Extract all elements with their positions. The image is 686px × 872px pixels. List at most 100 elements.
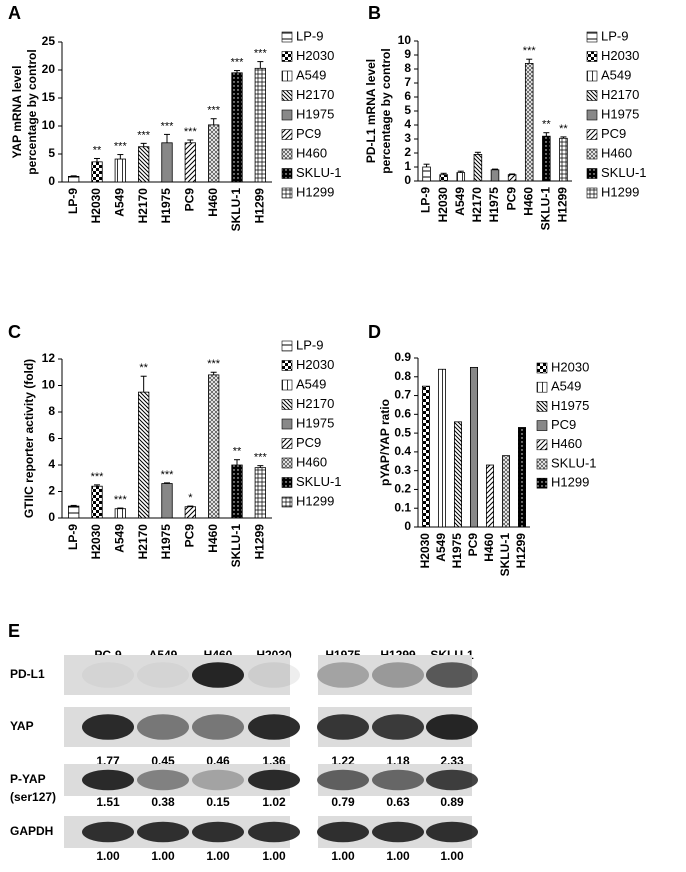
y-tick-label: 0.8 bbox=[394, 369, 411, 383]
legend-swatch bbox=[536, 362, 548, 374]
quantification: 1.00 bbox=[206, 849, 230, 863]
legend-swatch bbox=[586, 129, 598, 140]
significance: * bbox=[188, 492, 193, 504]
quantification: 0.63 bbox=[386, 795, 410, 809]
x-tick-label: H460 bbox=[482, 533, 496, 562]
blot-band bbox=[248, 821, 300, 843]
significance: ** bbox=[542, 119, 551, 131]
y-axis-label: pYAP/YAP ratio bbox=[378, 399, 392, 486]
y-axis-label: YAP mRNA level bbox=[10, 66, 24, 159]
legend-label: H460 bbox=[296, 145, 327, 160]
legend-swatch bbox=[281, 418, 293, 430]
bar bbox=[518, 427, 527, 528]
bar bbox=[91, 161, 103, 183]
y-tick-label: 12 bbox=[42, 351, 56, 365]
blot-band bbox=[372, 821, 424, 843]
legend-swatch bbox=[586, 90, 598, 101]
legend-swatch bbox=[281, 90, 293, 101]
blot-band bbox=[192, 662, 244, 688]
x-tick-label: H1299 bbox=[253, 524, 267, 560]
significance: *** bbox=[207, 105, 221, 117]
legend-swatch bbox=[586, 109, 598, 121]
y-tick-label: 0.5 bbox=[394, 425, 411, 439]
blot-band bbox=[317, 821, 369, 843]
legend-label: SKLU-1 bbox=[296, 474, 342, 489]
x-tick-label: H2170 bbox=[136, 188, 150, 224]
legend-label: LP-9 bbox=[601, 28, 628, 43]
legend-label: H2030 bbox=[296, 357, 334, 372]
quantification: 0.38 bbox=[151, 795, 175, 809]
blot-band bbox=[248, 769, 300, 791]
bar bbox=[114, 508, 126, 519]
y-axis-label: GTIIC reporter activity (fold) bbox=[22, 359, 36, 518]
blot-membrane bbox=[64, 655, 290, 695]
y-tick-label: 0.2 bbox=[394, 482, 411, 496]
bar bbox=[490, 169, 500, 182]
legend-label: PC9 bbox=[551, 417, 576, 432]
blot-band bbox=[137, 714, 189, 740]
significance: *** bbox=[254, 48, 268, 60]
quantification: 0.15 bbox=[206, 795, 230, 809]
y-tick-label: 0.4 bbox=[394, 444, 411, 458]
row-label: (ser127) bbox=[10, 790, 56, 804]
quantification: 1.00 bbox=[331, 849, 355, 863]
y-tick-label: 0.1 bbox=[394, 500, 411, 514]
legend-label: H2030 bbox=[601, 48, 639, 63]
y-tick-label: 1 bbox=[404, 159, 411, 173]
row-label: PD-L1 bbox=[10, 667, 45, 681]
bar bbox=[91, 485, 103, 519]
quantification: 1.00 bbox=[96, 849, 120, 863]
legend-label: A549 bbox=[551, 379, 581, 394]
panel-label: C bbox=[8, 322, 21, 342]
panel-label: A bbox=[8, 3, 21, 23]
legend-swatch bbox=[536, 381, 548, 393]
legend-label: PC9 bbox=[296, 126, 321, 141]
blot-band bbox=[317, 714, 369, 740]
legend-label: A549 bbox=[601, 67, 631, 82]
y-axis-label: percentage by control bbox=[25, 49, 39, 174]
legend-label: H460 bbox=[601, 145, 632, 160]
y-tick-label: 7 bbox=[404, 75, 411, 89]
legend-swatch bbox=[281, 360, 293, 371]
bar bbox=[456, 172, 466, 182]
blot-band bbox=[137, 821, 189, 843]
bar bbox=[559, 137, 568, 182]
y-axis-label: percentage by control bbox=[379, 48, 393, 173]
legend-label: H460 bbox=[551, 436, 582, 451]
legend-label: H460 bbox=[296, 454, 327, 469]
blot-band bbox=[82, 769, 134, 791]
x-tick-label: SKLU-1 bbox=[498, 533, 512, 577]
bar bbox=[542, 135, 551, 182]
x-tick-label: H2030 bbox=[436, 187, 450, 223]
legend-label: H1975 bbox=[601, 106, 639, 121]
legend-label: H1975 bbox=[296, 415, 334, 430]
y-tick-label: 8 bbox=[48, 404, 55, 418]
blot-band bbox=[192, 821, 244, 843]
legend-swatch bbox=[281, 457, 293, 469]
bar bbox=[524, 63, 534, 182]
y-tick-label: 0 bbox=[404, 519, 411, 533]
significance: *** bbox=[137, 129, 151, 141]
bar bbox=[254, 67, 266, 183]
quantification: 0.89 bbox=[440, 795, 464, 809]
significance: *** bbox=[161, 469, 175, 481]
x-tick-label: PC9 bbox=[183, 188, 197, 212]
x-tick-label: H2170 bbox=[470, 187, 484, 223]
legend-label: H1299 bbox=[551, 475, 589, 490]
y-tick-label: 0.9 bbox=[394, 350, 411, 364]
x-tick-label: H1299 bbox=[556, 187, 570, 223]
legend-label: SKLU-1 bbox=[296, 165, 342, 180]
y-tick-label: 4 bbox=[48, 457, 55, 471]
x-tick-label: H460 bbox=[206, 188, 220, 217]
bar bbox=[254, 467, 266, 519]
legend-swatch bbox=[281, 51, 293, 62]
x-tick-label: LP-9 bbox=[66, 524, 80, 550]
blot-band bbox=[317, 769, 369, 791]
y-tick-label: 2 bbox=[404, 145, 411, 159]
legend-swatch bbox=[281, 379, 293, 391]
legend-label: PC9 bbox=[296, 435, 321, 450]
legend-swatch bbox=[586, 51, 598, 62]
legend-swatch bbox=[281, 399, 293, 410]
y-tick-label: 9 bbox=[404, 47, 411, 61]
row-label: GAPDH bbox=[10, 824, 53, 838]
